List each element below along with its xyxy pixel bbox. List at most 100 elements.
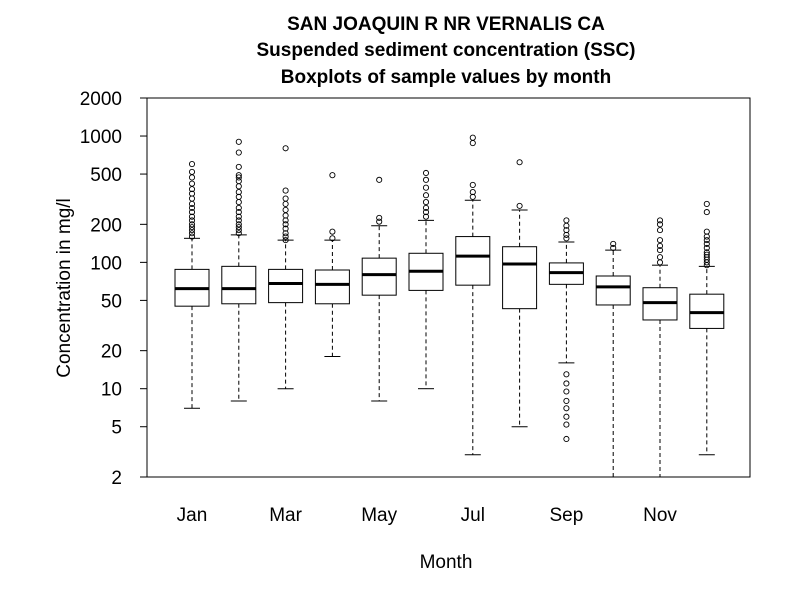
outlier-point xyxy=(656,242,664,249)
x-tick-label: Nov xyxy=(643,505,677,526)
outlier-point xyxy=(376,176,383,183)
outlier-point xyxy=(235,189,242,196)
plot-frame xyxy=(146,97,751,478)
outlier-point xyxy=(188,180,196,187)
box-month-2 xyxy=(221,138,257,402)
outlier-point xyxy=(516,202,523,209)
outlier-point xyxy=(188,227,196,234)
outlier-point xyxy=(235,209,242,216)
outlier-point xyxy=(656,237,664,244)
y-tick-label: 2 xyxy=(111,468,122,489)
outlier-point xyxy=(282,237,289,244)
iqr-box xyxy=(595,275,631,306)
outlier-point xyxy=(703,249,710,256)
outlier-point xyxy=(703,228,710,235)
outlier-point xyxy=(188,174,196,181)
outlier-point xyxy=(656,247,664,254)
outlier-point xyxy=(235,204,242,211)
box-month-4 xyxy=(314,172,350,357)
outlier-point xyxy=(188,204,196,211)
outlier-point xyxy=(703,200,710,207)
outlier-point xyxy=(235,224,242,231)
outlier-point xyxy=(563,235,570,242)
outlier-point xyxy=(188,168,196,175)
box-month-3 xyxy=(268,145,304,390)
outlier-point xyxy=(563,405,570,412)
outlier-point xyxy=(235,213,242,220)
outlier-point xyxy=(282,212,289,219)
outlier-point xyxy=(282,187,289,194)
outlier-point xyxy=(188,217,196,224)
iqr-box xyxy=(361,257,397,296)
outlier-point xyxy=(656,254,664,261)
box-series xyxy=(174,134,725,477)
y-tick-label: 100 xyxy=(90,253,122,274)
outlier-point xyxy=(656,227,664,234)
iqr-box xyxy=(221,265,257,305)
outlier-point xyxy=(235,230,242,237)
y-tick-label: 50 xyxy=(101,291,122,312)
outlier-point xyxy=(376,214,383,221)
outlier-point xyxy=(188,161,196,168)
chart-subtitle-2: Boxplots of sample values by month xyxy=(281,67,611,88)
outlier-point xyxy=(282,206,289,213)
outlier-point xyxy=(235,199,242,206)
box-month-9 xyxy=(548,217,584,443)
y-tick-label: 20 xyxy=(101,342,122,363)
outlier-point xyxy=(235,174,242,181)
box-month-12 xyxy=(689,200,725,456)
outlier-point xyxy=(188,230,196,237)
outlier-point xyxy=(188,200,196,207)
x-tick-label: Mar xyxy=(269,505,302,526)
outlier-point xyxy=(188,224,196,231)
outlier-point xyxy=(469,189,476,196)
iqr-box xyxy=(314,269,350,305)
outlier-point xyxy=(282,217,289,224)
outlier-point xyxy=(656,259,664,266)
chart-title: SAN JOAQUIN R NR VERNALIS CA xyxy=(287,14,605,35)
outlier-point xyxy=(282,200,289,207)
box-month-5 xyxy=(361,176,397,402)
outlier-point xyxy=(563,227,570,234)
outlier-point xyxy=(563,371,570,378)
outlier-point xyxy=(282,225,289,232)
outlier-point xyxy=(188,213,196,220)
outlier-point xyxy=(703,233,710,240)
outlier-point xyxy=(282,221,289,228)
outlier-point xyxy=(656,217,664,224)
outlier-point xyxy=(703,237,710,244)
outlier-point xyxy=(422,209,430,216)
outlier-point xyxy=(563,413,570,420)
box-month-10 xyxy=(595,240,631,477)
x-axis: Jan Mar May Jul Sep Nov xyxy=(177,505,678,526)
outlier-point xyxy=(469,139,476,147)
x-axis-label: Month xyxy=(420,552,473,573)
outlier-point xyxy=(188,190,196,197)
outlier-point xyxy=(282,195,289,202)
outlier-point xyxy=(235,149,242,156)
outlier-point xyxy=(422,184,430,191)
box-month-8 xyxy=(502,159,538,428)
outlier-point xyxy=(329,235,336,242)
outlier-point xyxy=(422,204,430,211)
outlier-point xyxy=(610,244,617,252)
outlier-point xyxy=(563,217,570,224)
outlier-point xyxy=(656,221,664,228)
outlier-point xyxy=(235,217,242,224)
y-tick-label: 1000 xyxy=(80,127,122,148)
box-month-7 xyxy=(455,134,491,456)
x-tick-label: Sep xyxy=(549,505,583,526)
y-tick-label: 5 xyxy=(111,418,122,439)
iqr-box xyxy=(502,246,538,310)
outlier-point xyxy=(563,380,570,387)
y-axis: 2 5 10 20 50 100 200 500 1000 2000 xyxy=(80,89,147,489)
outlier-point xyxy=(376,218,383,225)
box-month-6 xyxy=(408,169,444,390)
outlier-point xyxy=(703,244,710,252)
outlier-point xyxy=(235,138,242,145)
outlier-point xyxy=(329,228,336,235)
outlier-point xyxy=(235,221,242,228)
outlier-point xyxy=(469,134,476,141)
